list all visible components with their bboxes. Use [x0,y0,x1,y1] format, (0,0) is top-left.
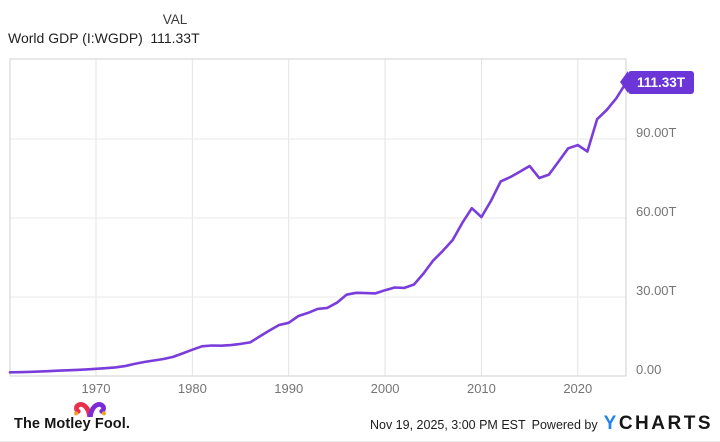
y-axis-tick-label: 30.00T [636,283,677,298]
chart-timestamp: Nov 19, 2025, 3:00 PM EST [369,418,526,432]
y-axis-tick-label: 60.00T [636,204,677,219]
last-value-badge: 111.33T [619,71,695,94]
powered-by-label: Powered by [531,418,598,432]
plot-border [9,58,627,377]
y-axis-tick-label: 90.00T [636,125,677,140]
ycharts-logo[interactable]: YCHARTS [604,413,713,435]
val-current-value: 111.33T [150,30,200,46]
val-column: VAL 111.33T [143,12,207,46]
gdp-line[interactable] [8,81,628,374]
footer-attribution: Nov 19, 2025, 3:00 PM EST Powered by YCH… [370,413,713,435]
x-axis-tick-label: 1990 [274,381,304,396]
ycharts-y-glyph: Y [603,413,619,434]
series-name: World GDP (I:WGDP) [8,30,143,46]
y-axis-tick-label: 0.00 [636,362,662,377]
val-column-header: VAL [162,12,188,27]
ycharts-wordmark: CHARTS [618,413,713,434]
x-axis-tick-label: 1980 [177,381,207,396]
x-axis-tick-label: 1970 [81,381,111,396]
x-axis-tick-label: 2000 [370,381,400,396]
motley-fool-wordmark: The Motley Fool. [14,416,130,432]
jester-hat-icon [74,402,106,417]
x-axis-tick-label: 2010 [466,381,496,396]
x-axis-tick-label: 2020 [563,381,593,396]
